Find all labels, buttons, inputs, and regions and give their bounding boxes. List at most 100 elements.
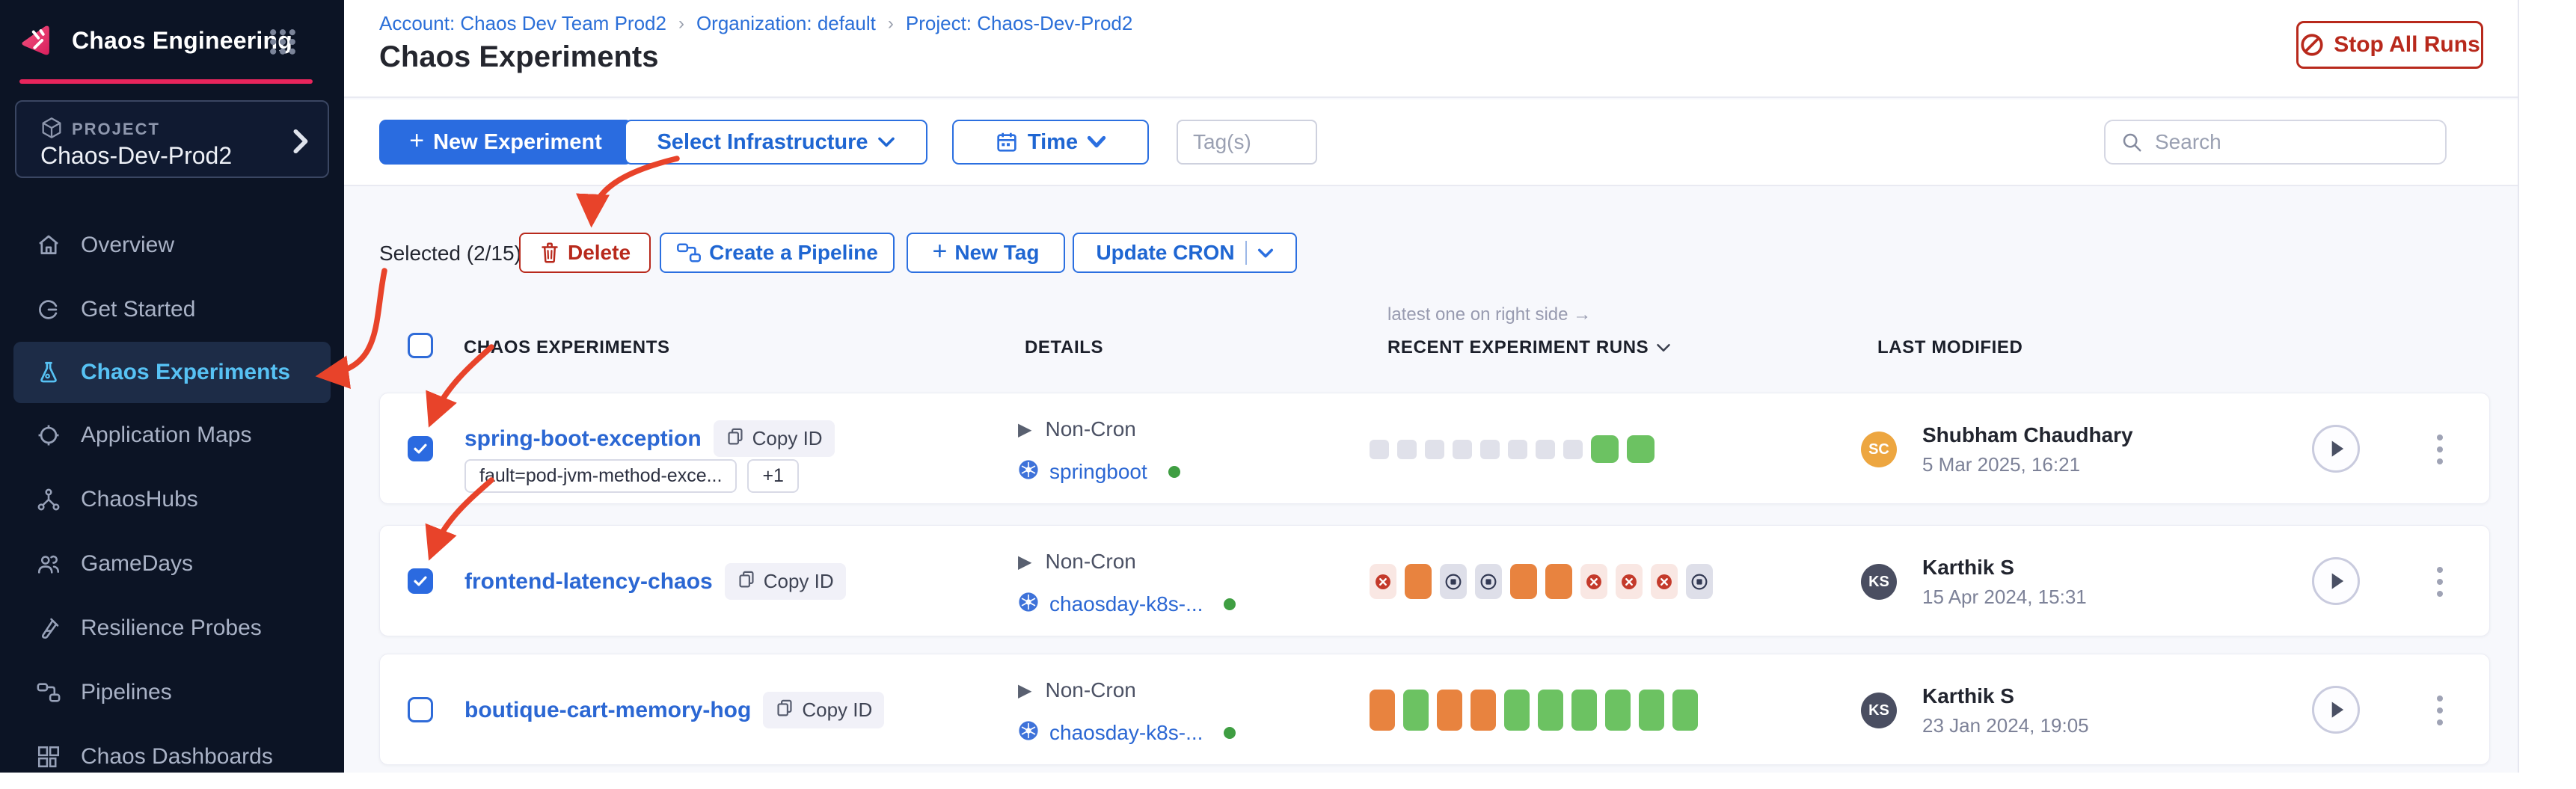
create-pipeline-button[interactable]: Create a Pipeline: [660, 233, 895, 273]
experiment-name-link[interactable]: frontend-latency-chaos: [464, 568, 713, 594]
delete-label: Delete: [567, 241, 631, 264]
people-icon: [33, 551, 64, 577]
project-selector[interactable]: PROJECT Chaos-Dev-Prod2: [15, 100, 329, 178]
app-grid-icon[interactable]: [266, 25, 299, 58]
run-status-gray[interactable]: [1536, 439, 1555, 459]
run-status-gray[interactable]: [1480, 439, 1500, 459]
run-status-green[interactable]: [1504, 690, 1530, 731]
row-menu-button[interactable]: [2425, 560, 2455, 604]
new-experiment-button[interactable]: + New Experiment: [379, 120, 632, 165]
target-icon: [33, 423, 64, 448]
sidebar-item-chaoshubs[interactable]: ChaosHubs: [0, 467, 344, 532]
row-checkbox[interactable]: [408, 436, 433, 461]
column-header-runs[interactable]: RECENT EXPERIMENT RUNS: [1387, 337, 1671, 358]
cron-type-label: Non-Cron: [1045, 417, 1136, 440]
experiment-name-link[interactable]: boutique-cart-memory-hog: [464, 697, 752, 722]
copy-id-button[interactable]: Copy ID: [724, 563, 846, 600]
run-status-green[interactable]: [1538, 690, 1563, 731]
run-status-orange[interactable]: [1370, 690, 1395, 731]
flask-icon: [33, 360, 64, 385]
tag-chip[interactable]: fault=pod-jvm-method-exce...: [464, 459, 737, 493]
infrastructure-link[interactable]: springboot: [1049, 459, 1147, 483]
cron-type-label: Non-Cron: [1045, 550, 1136, 573]
run-status-stopped[interactable]: [1686, 564, 1713, 599]
select-infrastructure-dropdown[interactable]: Select Infrastructure: [625, 120, 927, 165]
infrastructure-link[interactable]: chaosday-k8s-...: [1049, 592, 1203, 615]
new-tag-button[interactable]: + New Tag: [907, 233, 1065, 273]
run-status-green[interactable]: [1571, 690, 1597, 731]
right-gutter: [2518, 0, 2576, 773]
run-status-green[interactable]: [1672, 690, 1698, 731]
run-status-gray[interactable]: [1397, 439, 1417, 459]
select-all-checkbox[interactable]: [408, 333, 433, 358]
run-status-gray[interactable]: [1563, 439, 1583, 459]
run-status-failed[interactable]: [1580, 564, 1607, 599]
sidebar-item-application-maps[interactable]: Application Maps: [0, 403, 344, 467]
run-status-green[interactable]: [1403, 690, 1429, 731]
breadcrumb-link[interactable]: Account: Chaos Dev Team Prod2: [379, 12, 666, 34]
sidebar-item-resilience-probes[interactable]: Resilience Probes: [0, 596, 344, 660]
harness-chaos-logo-icon: [22, 25, 49, 55]
sidebar-item-gamedays[interactable]: GameDays: [0, 532, 344, 596]
run-status-gray[interactable]: [1370, 439, 1389, 459]
copy-id-button[interactable]: Copy ID: [713, 420, 835, 457]
experiment-name-link[interactable]: spring-boot-exception: [464, 426, 702, 451]
time-filter-dropdown[interactable]: Time: [952, 120, 1149, 165]
run-status-stopped[interactable]: [1475, 564, 1502, 599]
run-status-green[interactable]: [1627, 435, 1655, 463]
kubernetes-icon: [1018, 592, 1039, 616]
run-experiment-button[interactable]: [2312, 557, 2360, 605]
infrastructure-link[interactable]: chaosday-k8s-...: [1049, 720, 1203, 744]
stop-all-runs-label: Stop All Runs: [2334, 32, 2480, 57]
plus-icon: +: [932, 236, 948, 265]
brand-header: Chaos Engineering: [0, 0, 344, 81]
delete-button[interactable]: Delete: [519, 233, 651, 273]
update-cron-button[interactable]: Update CRON: [1073, 233, 1297, 273]
sidebar-item-chaos-dashboards[interactable]: Chaos Dashboards: [0, 725, 344, 789]
breadcrumb: Account: Chaos Dev Team Prod2 › Organizati…: [379, 12, 1132, 35]
run-status-green[interactable]: [1605, 690, 1631, 731]
search-input[interactable]: Search: [2104, 120, 2447, 165]
run-status-failed[interactable]: [1651, 564, 1678, 599]
list-body: Selected (2/15) Delete Create a Pipeline…: [344, 188, 2518, 773]
sidebar-item-chaos-experiments[interactable]: Chaos Experiments: [13, 342, 331, 403]
get-started-icon: [33, 297, 64, 322]
row-menu-button[interactable]: [2425, 428, 2455, 471]
run-status-orange[interactable]: [1437, 690, 1462, 731]
run-status-orange[interactable]: [1405, 564, 1432, 599]
copy-id-button[interactable]: Copy ID: [763, 692, 885, 728]
run-status-gray[interactable]: [1425, 439, 1444, 459]
run-status-green[interactable]: [1639, 690, 1664, 731]
sidebar-nav: Overview Get Started Chaos Experiments Appl…: [0, 213, 344, 789]
run-status-gray[interactable]: [1508, 439, 1527, 459]
breadcrumb-link[interactable]: Organization: default: [696, 12, 876, 34]
modified-by-name: Karthik S: [1922, 556, 2014, 579]
tag-chip[interactable]: +1: [747, 459, 799, 493]
selected-count-label: Selected (2/15): [379, 242, 521, 265]
row-checkbox[interactable]: [408, 568, 433, 594]
row-checkbox[interactable]: [408, 697, 433, 722]
run-experiment-button[interactable]: [2312, 425, 2360, 473]
run-experiment-button[interactable]: [2312, 686, 2360, 734]
run-status-stopped[interactable]: [1440, 564, 1467, 599]
sidebar-item-pipelines[interactable]: Pipelines: [0, 660, 344, 725]
column-header-experiments: CHAOS EXPERIMENTS: [464, 337, 670, 357]
row-menu-button[interactable]: [2425, 689, 2455, 732]
run-status-failed[interactable]: [1616, 564, 1643, 599]
run-status-orange[interactable]: [1471, 690, 1496, 731]
run-status-green[interactable]: [1591, 435, 1619, 463]
infrastructure-active-dot: [1224, 598, 1236, 610]
run-status-failed[interactable]: [1370, 564, 1396, 599]
stop-all-runs-button[interactable]: Stop All Runs: [2296, 21, 2483, 69]
run-status-orange[interactable]: [1510, 564, 1537, 599]
avatar: SC: [1861, 432, 1897, 467]
run-status-gray[interactable]: [1453, 439, 1472, 459]
avatar-initials: SC: [1868, 440, 1889, 458]
breadcrumb-link[interactable]: Project: Chaos-Dev-Prod2: [905, 12, 1133, 34]
sidebar-item-overview[interactable]: Overview: [0, 213, 344, 277]
infrastructure-active-dot: [1168, 465, 1180, 478]
sidebar-item-get-started[interactable]: Get Started: [0, 277, 344, 342]
run-status-orange[interactable]: [1545, 564, 1572, 599]
brand-title: Chaos Engineering: [72, 26, 292, 54]
tags-filter-input[interactable]: Tag(s): [1177, 120, 1317, 165]
